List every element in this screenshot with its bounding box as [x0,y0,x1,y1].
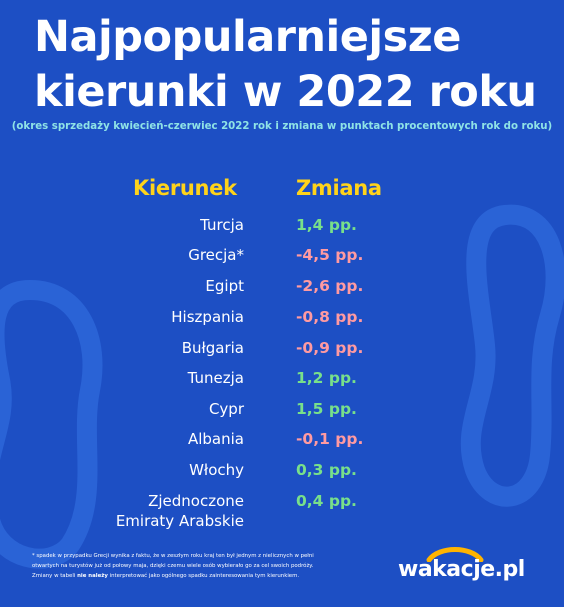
change-value: 1,4 pp. [296,216,357,234]
brand-logo: wakacje.pl [398,557,525,582]
subtitle: (okres sprzedaży kwiecień-czerwiec 2022 … [11,121,553,132]
column-header-change: Zmiana [296,176,382,200]
table-row: Włochy 0,3 pp. [0,460,564,488]
destination-name: Turcja [200,216,244,234]
destination-name: Włochy [189,461,244,479]
table-row: Egipt -2,6 pp. [0,276,564,304]
footnote-text: interpretować jako ogólnego spadku zaint… [107,573,300,579]
change-value: -0,8 pp. [296,308,364,326]
title-line-1: Najpopularniejsze [34,12,461,62]
table-row: Hiszpania -0,8 pp. [0,307,564,335]
table-row: Grecja* -4,5 pp. [0,245,564,273]
destination-name-line-2: Emiraty Arabskie [115,512,244,530]
destination-name-line-1: Zjednoczone [148,492,244,510]
table-row: Zjednoczone Emiraty Arabskie 0,4 pp. [0,491,564,530]
table-row: Bułgaria -0,9 pp. [0,338,564,366]
table-row: Albania -0,1 pp. [0,429,564,457]
change-value: 1,2 pp. [296,369,357,387]
footnote-line-3: Zmiany w tabeli nie należy interpretować… [32,571,372,581]
destination-name: Hiszpania [171,308,244,326]
change-value: -2,6 pp. [296,277,364,295]
change-value: 0,4 pp. [296,492,357,510]
table-row: Turcja 1,4 pp. [0,215,564,243]
sun-arc-icon [426,547,484,562]
destination-name: Egipt [205,277,244,295]
change-value: -4,5 pp. [296,246,364,264]
destination-name: Grecja* [188,246,244,264]
footnote-text: Zmiany w tabeli [32,573,78,579]
destination-name: Zjednoczone Emiraty Arabskie [44,491,244,531]
destination-name: Cypr [208,400,244,418]
table-row: Tunezja 1,2 pp. [0,368,564,396]
table-row: Cypr 1,5 pp. [0,399,564,427]
destination-name: Tunezja [187,369,244,387]
footnote-line-1: * spadek w przypadku Grecji wynika z fak… [32,553,314,559]
change-value: -0,9 pp. [296,339,364,357]
column-header-destination: Kierunek [133,176,237,200]
title-line-2: kierunki w 2022 roku [34,67,537,117]
footnote-line-2: otwartych na turystów już od połowy maja… [32,563,314,569]
destination-name: Bułgaria [181,339,244,357]
footnote-emphasis: nie należy [77,573,108,579]
change-value: 1,5 pp. [296,400,357,418]
destination-name: Albania [187,430,244,448]
change-value: 0,3 pp. [296,461,357,479]
page-title: Najpopularniejsze kierunki w 2022 roku [34,10,554,120]
footnote: * spadek w przypadku Grecji wynika z fak… [32,551,372,581]
change-value: -0,1 pp. [296,430,364,448]
